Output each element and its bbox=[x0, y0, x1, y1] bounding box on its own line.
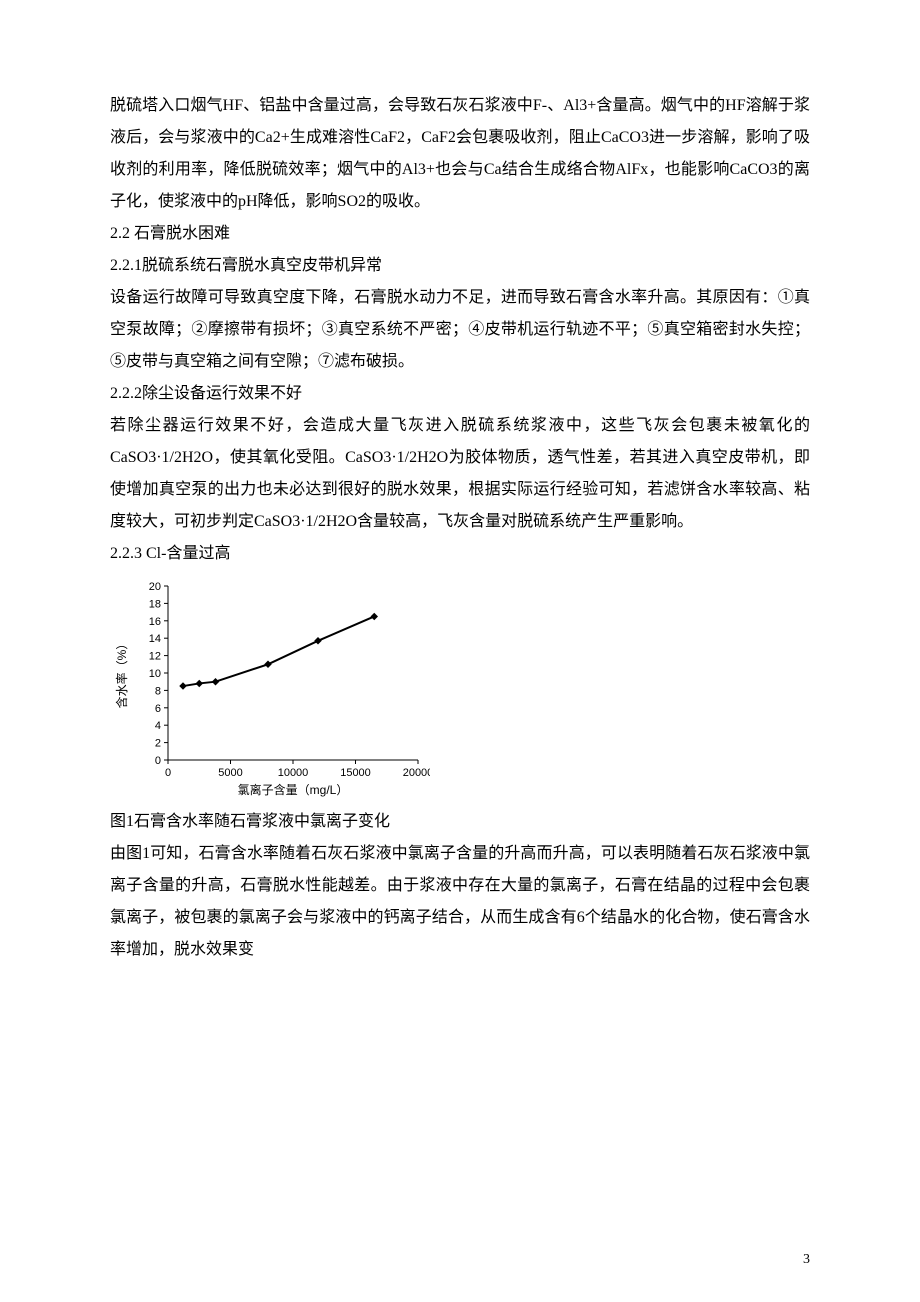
svg-text:15000: 15000 bbox=[340, 767, 371, 779]
svg-text:6: 6 bbox=[155, 703, 161, 715]
svg-text:12: 12 bbox=[149, 651, 161, 663]
body-paragraph: 脱硫塔入口烟气HF、铝盐中含量过高，会导致石灰石浆液中F-、Al3+含量高。烟气… bbox=[110, 90, 810, 218]
figure-1-chart: 0 2 4 6 8 10 12 14 16 18 20 0 5000 10000 15000 20000 氯离子… bbox=[110, 576, 810, 806]
body-paragraph: 若除尘器运行效果不好，会造成大量飞灰进入脱硫系统浆液中，这些飞灰会包裹未被氧化的… bbox=[110, 410, 810, 538]
figure-caption: 图1石膏含水率随石膏浆液中氯离子变化 bbox=[110, 806, 810, 838]
svg-text:氯离子含量（mg/L）: 氯离子含量（mg/L） bbox=[238, 782, 349, 797]
svg-text:含水率（%）: 含水率（%） bbox=[114, 638, 129, 709]
svg-text:4: 4 bbox=[155, 720, 161, 732]
svg-text:20: 20 bbox=[149, 581, 161, 593]
svg-text:10000: 10000 bbox=[278, 767, 309, 779]
heading-2-2-3: 2.2.3 Cl-含量过高 bbox=[110, 538, 810, 570]
svg-text:5000: 5000 bbox=[218, 767, 242, 779]
heading-2-2-2: 2.2.2除尘设备运行效果不好 bbox=[110, 378, 810, 410]
svg-text:18: 18 bbox=[149, 598, 161, 610]
svg-text:0: 0 bbox=[165, 767, 171, 779]
line-chart-svg: 0 2 4 6 8 10 12 14 16 18 20 0 5000 10000 15000 20000 氯离子… bbox=[110, 576, 430, 806]
body-paragraph: 由图1可知，石膏含水率随着石灰石浆液中氯离子含量的升高而升高，可以表明随着石灰石… bbox=[110, 838, 810, 966]
svg-text:20000: 20000 bbox=[403, 767, 430, 779]
body-paragraph: 设备运行故障可导致真空度下降，石膏脱水动力不足，进而导致石膏含水率升高。其原因有… bbox=[110, 282, 810, 378]
svg-text:8: 8 bbox=[155, 685, 161, 697]
svg-text:2: 2 bbox=[155, 738, 161, 750]
heading-2-2-1: 2.2.1脱硫系统石膏脱水真空皮带机异常 bbox=[110, 250, 810, 282]
svg-text:10: 10 bbox=[149, 668, 161, 680]
svg-text:0: 0 bbox=[155, 755, 161, 767]
svg-text:14: 14 bbox=[149, 633, 161, 645]
page-number: 3 bbox=[803, 1246, 810, 1274]
svg-text:16: 16 bbox=[149, 616, 161, 628]
heading-2-2: 2.2 石膏脱水困难 bbox=[110, 218, 810, 250]
